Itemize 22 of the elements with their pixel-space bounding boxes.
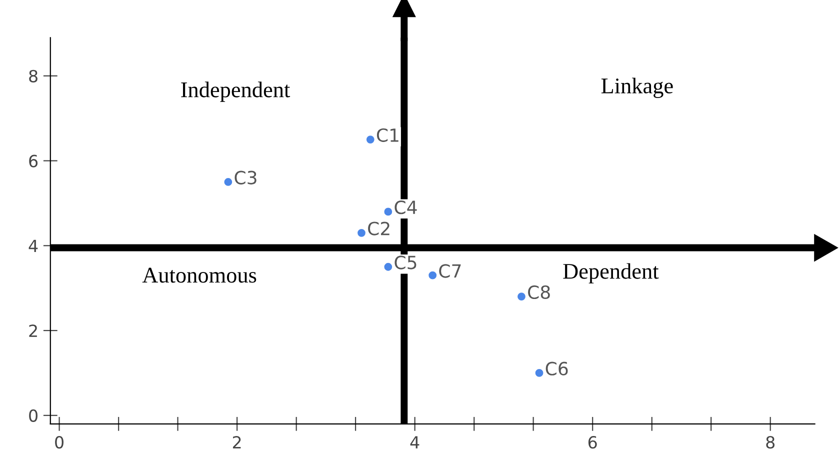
annotation: Linkage xyxy=(601,78,673,98)
annotation: C7 xyxy=(439,264,461,278)
x-tick-label: 0 xyxy=(55,436,64,449)
annotation: C1 xyxy=(376,128,398,142)
annotation: Dependent xyxy=(563,263,659,284)
y-tick-label: 2 xyxy=(29,324,37,337)
y-tick-label: 4 xyxy=(28,240,38,252)
annotation: C3 xyxy=(234,170,256,184)
x-tick-label: 6 xyxy=(588,436,597,449)
y-tick-label: 8 xyxy=(29,70,38,82)
annotation: C8 xyxy=(528,285,550,300)
x-tick-label: 2 xyxy=(232,436,241,448)
annotation: C4 xyxy=(394,200,417,214)
x-tick-label: 8 xyxy=(766,436,775,449)
annotation: C5 xyxy=(394,256,416,270)
y-tick-label: 6 xyxy=(29,154,38,168)
x-tick-label: 4 xyxy=(410,436,420,448)
annotation: Autonomous xyxy=(142,268,256,283)
annotation: Independent xyxy=(181,82,290,102)
annotation: C6 xyxy=(546,362,568,376)
y-tick-label: 0 xyxy=(29,409,38,422)
annotation: C2 xyxy=(368,222,390,236)
